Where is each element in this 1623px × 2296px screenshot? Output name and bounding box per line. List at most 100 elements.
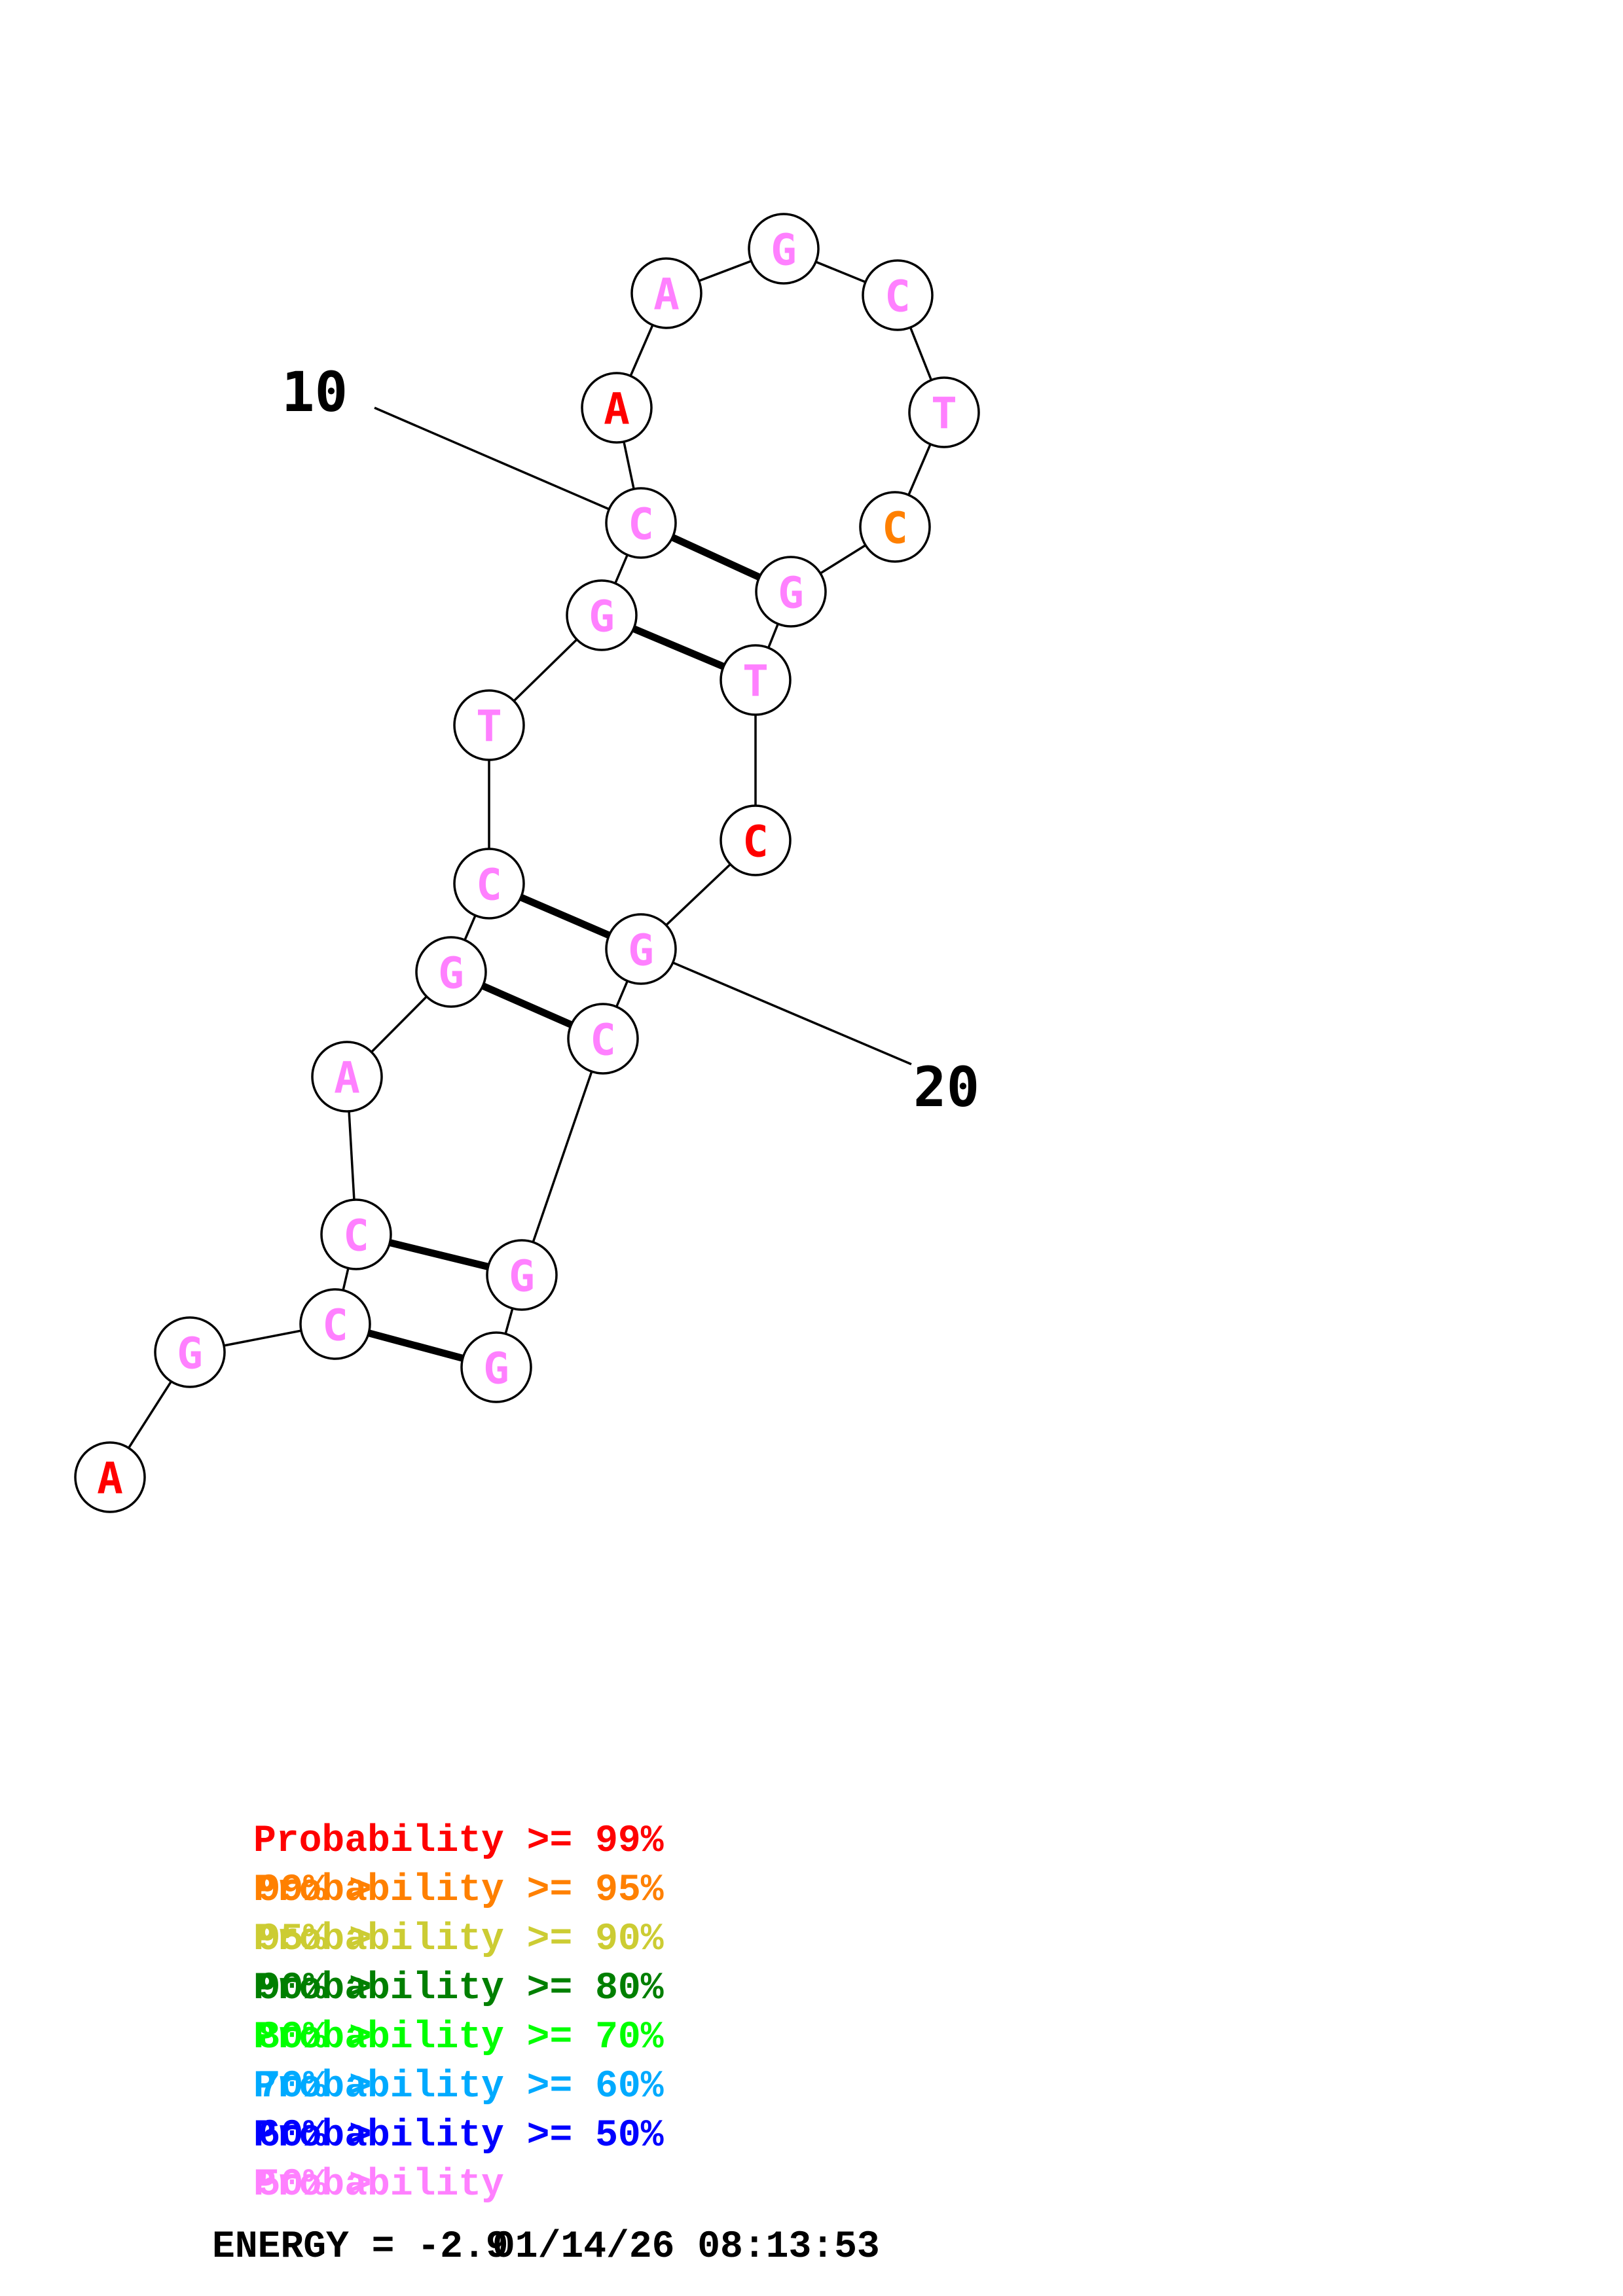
nucleotide: T [908,376,980,448]
nucleotide: G [460,1331,532,1403]
legend-line-p99: Probability >= 99% [98,1820,778,1863]
nucleotide-letter: T [476,702,502,752]
nucleotide-circle [460,1331,532,1403]
legend-prefix: 95% > [258,1918,395,1961]
legend-line-p90: 95% > Probability >= 90% [98,1918,778,1961]
number-label-layer: 10 20 [282,360,979,1119]
nucleotide-circle [567,1003,639,1075]
nucleotide-letter: C [742,817,769,867]
nucleotide: G [748,213,820,285]
nucleotide: C [862,259,934,331]
nucleotide: C [859,491,931,563]
legend-line-below50: 50% > Probability [98,2164,618,2206]
nucleotide-circle [862,259,934,331]
nucleotide-letter: C [590,1015,616,1066]
legend-prefix: 80% > [258,2017,395,2059]
nucleotide-letter: G [177,1329,203,1379]
nucleotide-letter: A [653,270,680,320]
legend-line-p95: 99% > Probability >= 95% [98,1869,778,1912]
legend-line-p50: 60% > Probability >= 50% [98,2115,778,2157]
nucleotide-letter: T [742,656,769,707]
nucleotide-circle [748,213,820,285]
legend-line-p70: 80% > Probability >= 70% [98,2017,778,2059]
nucleotide-circle [720,644,792,716]
nucleotide-circle [755,556,827,628]
nucleotide-circle [320,1198,392,1270]
nucleotide: G [755,556,827,628]
nucleotide-letter: C [322,1300,348,1351]
nucleotide-letter: G [483,1344,509,1394]
legend-text: Probability >= 95% [253,1869,664,1912]
nucleotide: A [311,1041,383,1113]
nucleotide-circle [299,1288,371,1360]
position-number-label: 20 [913,1055,979,1119]
nucleotide-letter: G [509,1251,535,1302]
nucleotide: A [74,1441,146,1513]
nucleotide: G [486,1239,558,1311]
nucleotide: G [605,913,677,985]
nucleotide-letter: C [628,499,654,550]
nucleotide: C [605,487,677,559]
nucleotide-circle [486,1239,558,1311]
nucleotide-circle [630,257,702,329]
number-tick-layer [374,406,912,1066]
nucleotide-letter: G [589,592,615,642]
nucleotide: C [299,1288,371,1360]
nucleotide: C [720,804,792,876]
nucleotide: A [581,372,653,444]
nucleotide-circle [311,1041,383,1113]
legend-prefix: 90% > [258,1967,395,2010]
nucleotide-circle [74,1441,146,1513]
legend-text: Probability >= 99% [253,1820,664,1863]
nucleotide-letter: C [476,860,502,910]
legend-line-p60: 70% > Probability >= 60% [98,2066,778,2108]
number-tick [374,406,642,524]
nucleotide: C [320,1198,392,1270]
nucleotide-circle [154,1316,226,1388]
number-tick [640,948,912,1066]
nucleotide-circle [605,913,677,985]
nucleotide-letter: G [771,225,797,276]
legend-text: Probability >= 50% [253,2115,664,2157]
nucleotide-letter: C [882,503,908,554]
legend-text: Probability >= 70% [253,2017,664,2059]
base-pair-layer [334,520,793,1371]
nucleotide: C [453,848,525,920]
nucleotide-circle [453,848,525,920]
nucleotide: C [567,1003,639,1075]
energy-line: ENERGY = -2.901/14/26 08:13:53 [98,2226,948,2269]
nucleotide-letter: C [343,1211,369,1261]
nucleotide-circle [453,689,525,761]
nucleotide-letter: C [884,272,911,322]
nucleotide-circle [720,804,792,876]
legend-prefix: 60% > [258,2115,395,2157]
nucleotide-circle [908,376,980,448]
nucleotide-circle [566,579,638,651]
probability-legend: Probability >= 99% 99% > Probability >= … [98,1820,778,2206]
nucleotide-circle [415,936,487,1008]
nucleotide: G [154,1316,226,1388]
legend-text: Probability >= 80% [253,1967,664,2010]
nucleotide-letter: A [334,1053,360,1103]
timestamp: 01/14/26 08:13:53 [492,2226,880,2269]
legend-prefix: 50% > [258,2164,395,2206]
energy-value: ENERGY = -2.9 [212,2226,508,2269]
nucleotide-letter: G [628,925,654,976]
nucleotide-circle [581,372,653,444]
nucleotide: T [453,689,525,761]
nucleotide-letter: G [778,568,804,619]
nucleotide-letter: A [604,384,630,435]
legend-prefix: 70% > [258,2066,395,2108]
nucleotide: A [630,257,702,329]
backbone-link [520,1038,604,1276]
nucleotide-circle [605,487,677,559]
legend-text: Probability >= 90% [253,1918,664,1961]
legend-text: Probability [253,2164,504,2206]
nucleotide-letter: A [97,1454,123,1504]
legend-line-p80: 90% > Probability >= 80% [98,1967,778,2010]
legend-prefix: 99% > [258,1869,395,1912]
nucleotide: G [566,579,638,651]
nucleotide-circle [859,491,931,563]
